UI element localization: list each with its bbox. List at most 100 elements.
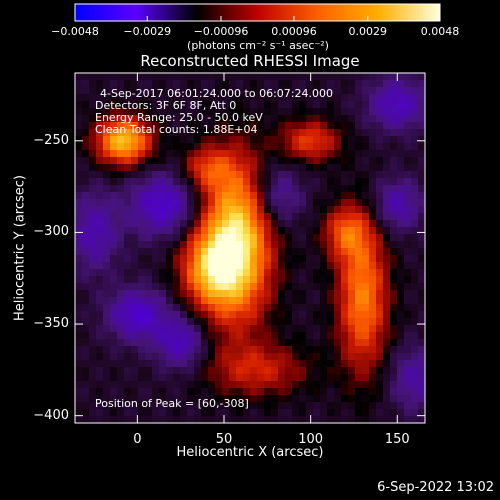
heatmap-cell (271, 283, 279, 291)
heatmap-cell (103, 269, 111, 277)
heatmap-cell (180, 402, 188, 410)
heatmap-cell (341, 269, 349, 277)
heatmap-cell (96, 94, 104, 102)
heatmap-cell (117, 339, 125, 347)
heatmap-cell (82, 185, 90, 193)
heatmap-cell (397, 374, 405, 382)
heatmap-cell (138, 416, 146, 424)
heatmap-cell (306, 381, 314, 389)
heatmap-cell (334, 115, 342, 123)
heatmap-cell (229, 374, 237, 382)
heatmap-cell (292, 416, 300, 424)
heatmap-cell (397, 255, 405, 263)
heatmap-cell (334, 192, 342, 200)
heatmap-cell (418, 346, 426, 354)
heatmap-cell (187, 115, 195, 123)
heatmap-cell (145, 262, 153, 270)
heatmap-cell (390, 416, 398, 424)
heatmap-cell (292, 115, 300, 123)
heatmap-cell (103, 227, 111, 235)
heatmap-cell (138, 402, 146, 410)
heatmap-cell (229, 311, 237, 319)
heatmap-cell (362, 374, 370, 382)
heatmap-cell (278, 353, 286, 361)
heatmap-cell (145, 129, 153, 137)
heatmap-cell (194, 157, 202, 165)
heatmap-cell (313, 227, 321, 235)
heatmap-cell (334, 73, 342, 81)
heatmap-cell (159, 136, 167, 144)
heatmap-cell (320, 409, 328, 417)
heatmap-cell (362, 87, 370, 95)
heatmap-cell (334, 234, 342, 242)
heatmap-cell (257, 206, 265, 214)
heatmap-cell (348, 353, 356, 361)
heatmap-cell (299, 136, 307, 144)
heatmap-cell (327, 318, 335, 326)
heatmap-cell (173, 178, 181, 186)
heatmap-cell (201, 241, 209, 249)
heatmap-cell (124, 73, 132, 81)
heatmap-cell (383, 164, 391, 172)
heatmap-cell (96, 360, 104, 368)
heatmap-cell (320, 185, 328, 193)
heatmap-cell (411, 276, 419, 284)
heatmap-cell (124, 234, 132, 242)
heatmap-cell (222, 325, 230, 333)
heatmap-cell (250, 290, 258, 298)
heatmap-cell (327, 199, 335, 207)
heatmap-cell (138, 290, 146, 298)
heatmap-cell (306, 248, 314, 256)
heatmap-cell (215, 220, 223, 228)
heatmap-cell (152, 367, 160, 375)
heatmap-cell (411, 94, 419, 102)
heatmap-cell (82, 199, 90, 207)
heatmap-cell (152, 283, 160, 291)
heatmap-cell (292, 122, 300, 130)
heatmap-cell (327, 332, 335, 340)
heatmap-cell (348, 276, 356, 284)
heatmap-cell (110, 304, 118, 312)
heatmap-cell (110, 171, 118, 179)
heatmap-cell (397, 108, 405, 116)
heatmap-cell (285, 255, 293, 263)
heatmap-cell (222, 157, 230, 165)
heatmap-cell (103, 339, 111, 347)
heatmap-cell (292, 332, 300, 340)
heatmap-cell (355, 339, 363, 347)
heatmap-cell (152, 234, 160, 242)
heatmap-cell (369, 122, 377, 130)
heatmap-cell (390, 73, 398, 81)
heatmap-cell (194, 94, 202, 102)
heatmap-cell (383, 94, 391, 102)
heatmap-cell (159, 332, 167, 340)
heatmap-cell (285, 248, 293, 256)
y-axis-label: Heliocentric Y (arcsec) (12, 175, 28, 321)
heatmap-cell (159, 164, 167, 172)
heatmap-cell (271, 227, 279, 235)
heatmap-cell (271, 304, 279, 312)
heatmap-cell (299, 129, 307, 137)
heatmap-cell (75, 157, 83, 165)
heatmap-cell (194, 311, 202, 319)
heatmap-cell (236, 143, 244, 151)
heatmap-cell (376, 283, 384, 291)
heatmap-cell (96, 206, 104, 214)
heatmap-cell (75, 227, 83, 235)
heatmap-cell (404, 304, 412, 312)
heatmap-cell (250, 227, 258, 235)
heatmap-cell (131, 234, 139, 242)
heatmap-cell (390, 192, 398, 200)
heatmap-cell (285, 346, 293, 354)
heatmap-cell (257, 80, 265, 88)
heatmap-cell (187, 178, 195, 186)
heatmap-cell (243, 136, 251, 144)
heatmap-cell (264, 255, 272, 263)
heatmap-cell (173, 122, 181, 130)
heatmap-cell (418, 185, 426, 193)
heatmap-cell (292, 248, 300, 256)
heatmap-cell (250, 381, 258, 389)
heatmap-cell (96, 213, 104, 221)
heatmap-cell (96, 73, 104, 81)
heatmap-cell (145, 164, 153, 172)
